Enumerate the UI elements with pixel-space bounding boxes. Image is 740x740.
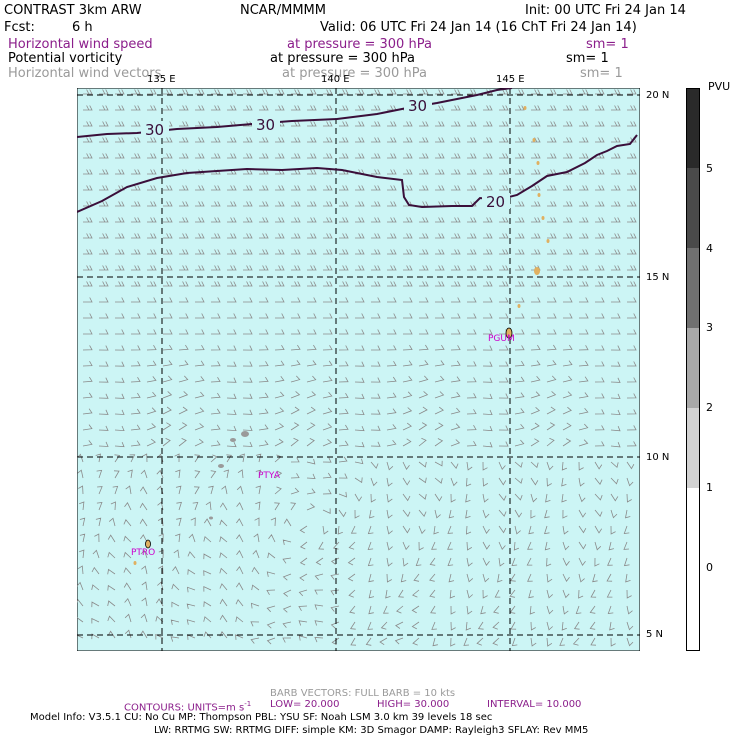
- model-info-line-1: Model Info: V3.5.1 CU: No Cu MP: Thompso…: [30, 712, 493, 723]
- island-saipan: [534, 267, 540, 275]
- contour-label-2: 30: [256, 116, 275, 134]
- colorbar-frame: [686, 88, 700, 651]
- field-1-smooth: sm= 1: [586, 37, 629, 52]
- colorbar-segment: [686, 168, 700, 248]
- contours-low: LOW= 20.000: [270, 699, 340, 710]
- lat-label-10n: 10 N: [646, 452, 670, 463]
- contour-label-3: 30: [408, 97, 427, 115]
- colorbar-tick-5: 5: [706, 162, 713, 175]
- model-info-line-2: LW: RRTMG SW: RRTMG DIFF: simple KM: 3D …: [154, 725, 589, 736]
- colorbar-segment: [686, 88, 700, 168]
- colorbar-segment: [686, 488, 700, 568]
- colorbar-tick-0: 0: [706, 561, 713, 574]
- colorbar-segment: [686, 408, 700, 488]
- station-pgum: PGUM: [488, 334, 515, 344]
- colorbar: [686, 88, 700, 651]
- field-1-level: at pressure = 300 hPa: [287, 37, 432, 52]
- colorbar-segment: [686, 248, 700, 328]
- fcst-label: Fcst:: [4, 20, 35, 35]
- field-2-name: Potential vorticity: [8, 51, 123, 66]
- contours-high: HIGH= 30.000: [377, 699, 450, 710]
- field-3-name: Horizontal wind vectors: [8, 66, 162, 81]
- map-panel: 30 30 30 20 PGUM PTYA PTRO: [77, 88, 640, 651]
- model-title: CONTRAST 3km ARW: [4, 3, 142, 18]
- init-time: Init: 00 UTC Fri 24 Jan 14: [525, 3, 686, 18]
- field-3-level: at pressure = 300 hPa: [282, 66, 427, 81]
- station-labels: PGUM PTYA PTRO: [131, 334, 515, 558]
- island-angaur: [133, 561, 137, 565]
- ulithi-reefs: [209, 431, 249, 520]
- center-label: NCAR/MMMM: [240, 3, 326, 18]
- island-rota: [517, 304, 521, 308]
- colorbar-segment: [686, 568, 700, 651]
- fcst-value: 6 h: [72, 20, 93, 35]
- station-ptro: PTRO: [131, 548, 155, 558]
- wind-barbs-layer: [77, 89, 637, 647]
- contours-units: CONTOURS: UNITS=m s-1: [124, 700, 252, 714]
- colorbar-tick-1: 1: [706, 481, 713, 494]
- colorbar-tick-2: 2: [706, 401, 713, 414]
- station-ptya: PTYA: [258, 471, 281, 481]
- islands: [133, 106, 550, 565]
- island-4: [537, 193, 541, 197]
- colorbar-tick-4: 4: [706, 242, 713, 255]
- lat-label-15n: 15 N: [646, 272, 670, 283]
- colorbar-segment: [686, 328, 700, 408]
- wind-barb-glyphs: [77, 89, 637, 647]
- contour-label-4: 20: [486, 193, 505, 211]
- contours-interval: INTERVAL= 10.000: [487, 699, 582, 710]
- contour-label-group: 30 30 30 20: [141, 97, 510, 211]
- island-3: [536, 161, 540, 165]
- lat-label-5n: 5 N: [646, 629, 664, 640]
- island-6: [546, 239, 550, 243]
- ocean-background: [77, 88, 640, 651]
- colorbar-tick-3: 3: [706, 321, 713, 334]
- field-3-smooth: sm= 1: [580, 66, 623, 81]
- island-1: [523, 106, 527, 110]
- island-5: [541, 216, 545, 220]
- lat-lon-grid: [77, 88, 640, 651]
- lat-label-20n: 20 N: [646, 90, 670, 101]
- colorbar-segments: [686, 88, 700, 651]
- lon-label-140: 140 E: [321, 74, 350, 85]
- island-guam: [505, 327, 513, 339]
- valid-time: Valid: 06 UTC Fri 24 Jan 14 (16 ChT Fri …: [320, 20, 637, 35]
- island-palau: [145, 539, 151, 549]
- lon-label-135: 135 E: [147, 74, 176, 85]
- contour-20: [77, 134, 638, 213]
- lon-label-145: 145 E: [496, 74, 525, 85]
- contour-label-1: 30: [145, 121, 164, 139]
- colorbar-unit: PVU: [708, 80, 731, 93]
- barb-note: BARB VECTORS: FULL BARB = 10 kts: [270, 688, 456, 699]
- field-2-level: at pressure = 300 hPa: [270, 51, 415, 66]
- field-2-smooth: sm= 1: [566, 51, 609, 66]
- island-2: [532, 138, 536, 142]
- field-1-name: Horizontal wind speed: [8, 37, 153, 52]
